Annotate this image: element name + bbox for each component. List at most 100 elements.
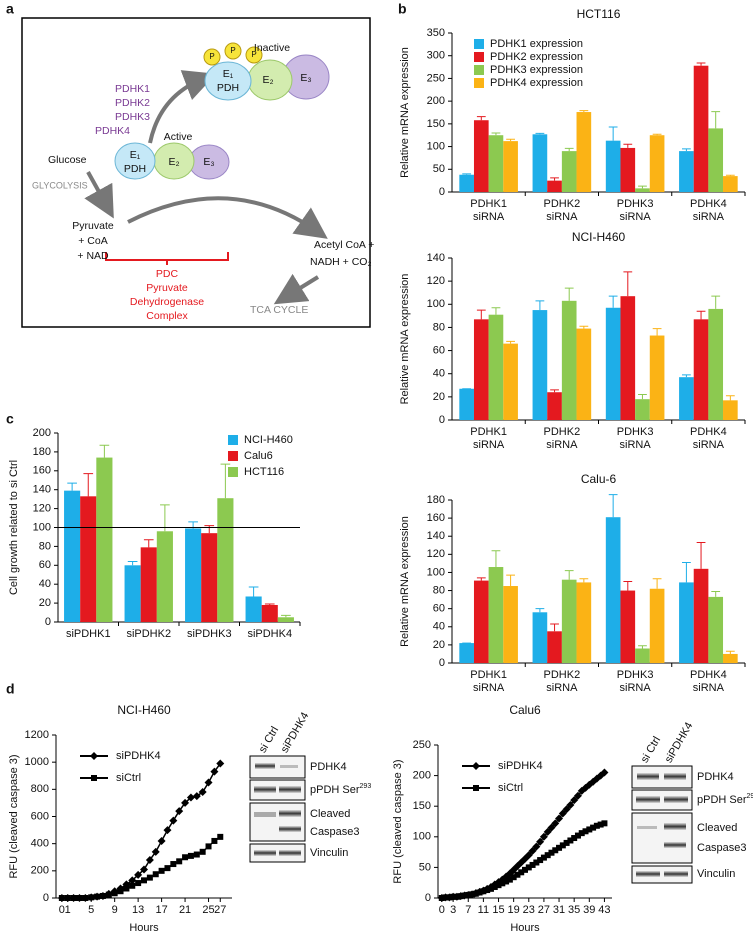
error-bar: [579, 110, 589, 113]
y-tick-label: 40: [433, 621, 445, 633]
error-bar: [652, 328, 662, 336]
line: [61, 836, 221, 899]
marker: [469, 891, 476, 898]
error-bar: [127, 561, 138, 566]
product: NADH + CO₂: [310, 256, 372, 268]
marker: [476, 889, 483, 896]
legend-label: siPDHK4: [498, 760, 543, 772]
marker: [559, 842, 566, 849]
y-tick-label: 100: [413, 831, 431, 843]
error-bar: [506, 340, 515, 344]
blot-label-text: pPDH Ser: [697, 794, 747, 806]
pdc: PDC: [156, 268, 179, 280]
marker: [601, 820, 608, 827]
chart-title: Calu6: [509, 703, 541, 717]
legend-label: siPDHK4: [116, 750, 161, 762]
marker: [158, 867, 165, 874]
pdc: Complex: [146, 310, 188, 322]
blot: [631, 865, 693, 884]
error-bar: [682, 148, 691, 152]
bar: [620, 296, 636, 420]
y-tick-label: 50: [433, 163, 445, 175]
bar: [459, 643, 474, 663]
p-label: P: [209, 52, 214, 61]
marker: [506, 876, 513, 883]
error-bar: [696, 542, 706, 569]
marker: [175, 807, 184, 816]
bar: [459, 174, 474, 192]
marker: [442, 894, 449, 901]
phosphate: [224, 42, 242, 60]
blot-label: PDHK4: [697, 771, 734, 783]
marker: [450, 893, 457, 900]
error-bar: [220, 463, 231, 499]
bar: [635, 648, 650, 663]
marker: [192, 792, 201, 801]
marker: [484, 887, 491, 894]
enzyme-label: E₁: [223, 68, 234, 80]
error-bar: [491, 132, 501, 136]
p-label: P: [230, 46, 235, 55]
bar: [605, 307, 621, 420]
marker: [141, 877, 147, 884]
legend-swatch: [228, 435, 238, 445]
marker: [82, 895, 89, 901]
error-bar: [564, 570, 574, 580]
arrow: [127, 196, 328, 239]
y-tick-label: 0: [45, 616, 51, 628]
marker: [472, 890, 479, 897]
y-axis-title: Cell growth related to si Ctrl: [8, 460, 20, 595]
bar: [156, 531, 173, 622]
y-tick-label: 140: [33, 484, 51, 496]
bar: [693, 65, 709, 192]
marker: [586, 826, 593, 833]
marker: [76, 895, 83, 901]
marker: [563, 839, 570, 846]
error-bar: [623, 581, 633, 591]
blot-panel: si Ctrl siPDHK4 PDHK4 pPDH Ser293 Cleave…: [631, 720, 753, 884]
marker: [518, 869, 525, 876]
marker: [524, 851, 533, 860]
chart-title: HCT116: [577, 7, 621, 21]
y-tick-label: 80: [433, 321, 445, 333]
bar: [635, 188, 650, 192]
marker: [187, 852, 194, 859]
bar: [693, 568, 709, 663]
marker: [216, 759, 225, 768]
blot-label: Vinculin: [310, 847, 348, 859]
kinase: PDHK4: [95, 125, 130, 137]
x-tick-label: PDHK3: [617, 426, 654, 438]
y-tick-label: 140: [427, 530, 445, 542]
bar: [723, 400, 738, 420]
error-bar: [608, 126, 618, 141]
marker: [64, 895, 71, 901]
bar: [679, 377, 694, 420]
bar: [649, 135, 665, 192]
legend-label: HCT116: [244, 466, 284, 478]
bar: [561, 579, 577, 663]
chart-title: NCI-H460: [572, 230, 626, 244]
x-tick-label: siRNA: [473, 439, 505, 451]
marker: [555, 814, 564, 823]
y-axis-title: Relative mRNA expression: [399, 516, 411, 647]
x-tick-label: PDHK1: [470, 426, 507, 438]
x-tick-label: 25: [202, 904, 214, 916]
blot-label: pPDH Ser293: [697, 793, 753, 806]
enzyme-label: E₁: [130, 149, 141, 161]
y-tick-label: 180: [427, 494, 445, 506]
arrow: [273, 273, 320, 305]
y-tick-label: 250: [427, 72, 445, 84]
y-tick-label: 300: [427, 50, 445, 62]
band: [664, 773, 686, 780]
x-tick-label: 15: [492, 904, 504, 916]
legend-label: PDHK4 expression: [490, 77, 583, 89]
y-tick-label: 0: [439, 414, 445, 426]
error-bar: [711, 111, 721, 129]
bar: [649, 335, 665, 420]
error-bar: [506, 574, 515, 587]
blot-label: pPDH Ser293: [310, 783, 371, 796]
e1: [114, 142, 156, 180]
x-tick-label: siRNA: [693, 682, 725, 694]
y-tick-label: 160: [427, 512, 445, 524]
marker: [522, 866, 528, 873]
